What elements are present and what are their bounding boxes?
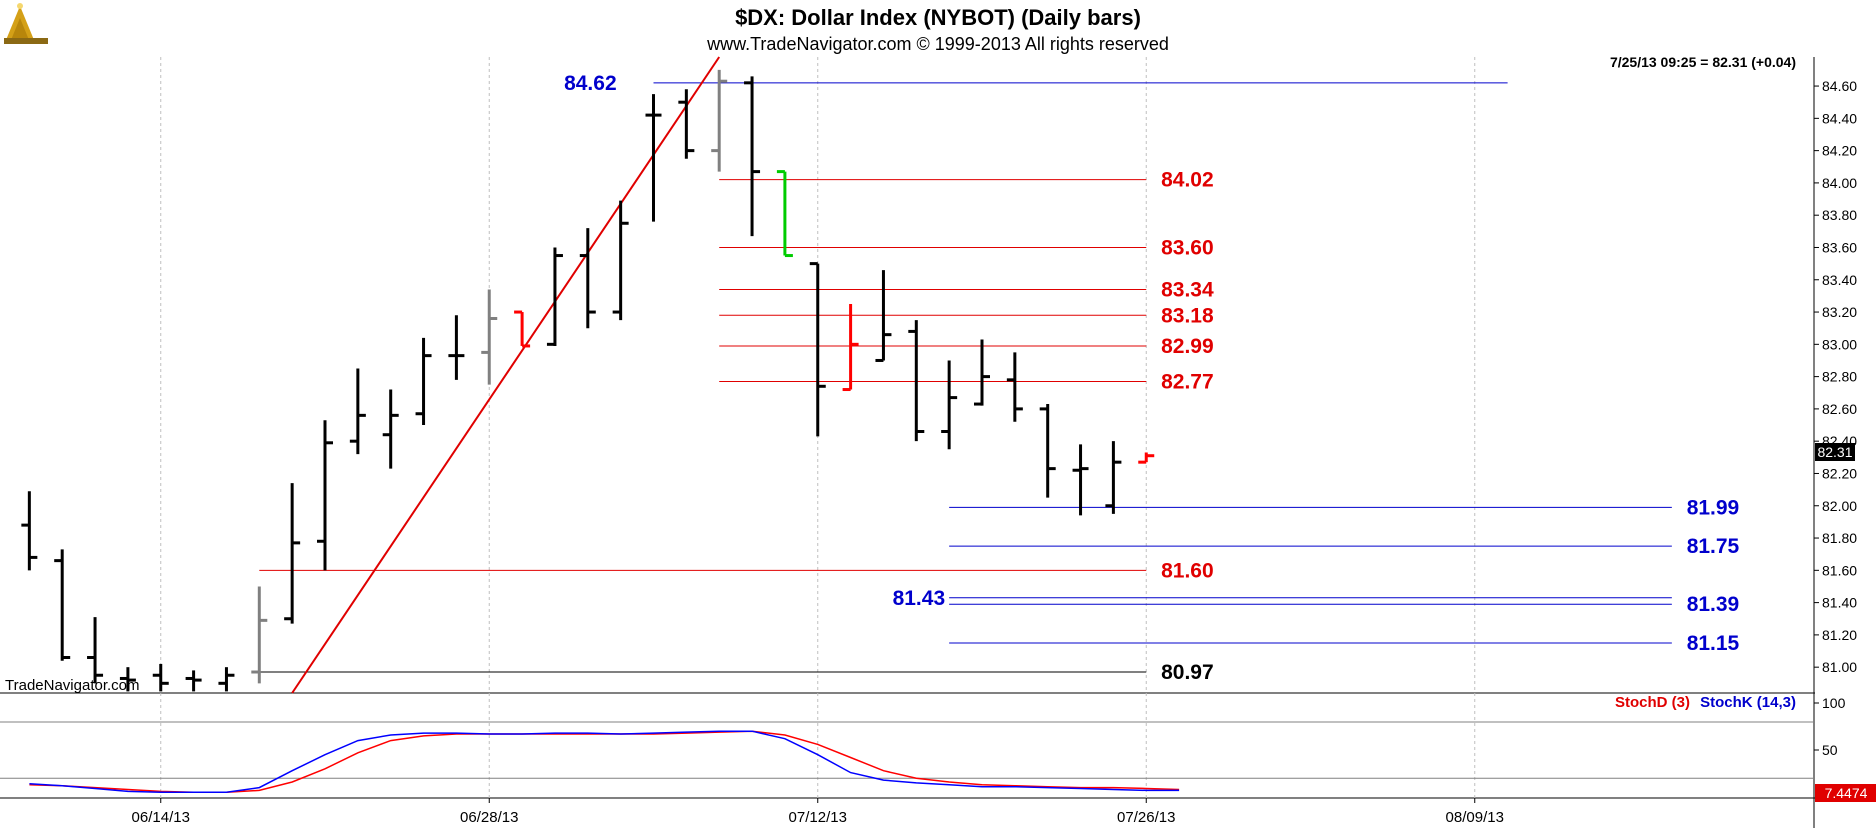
level-label: 82.99 xyxy=(1161,335,1214,358)
ohlc-bar xyxy=(349,368,366,455)
trendline xyxy=(291,56,721,694)
level-label: 83.60 xyxy=(1161,236,1214,259)
date-tick-label: 08/09/13 xyxy=(1446,809,1504,826)
price-tick-label: 82.80 xyxy=(1822,369,1857,385)
stoch-current-label: 7.4474 xyxy=(1825,785,1868,801)
price-tick-label: 83.60 xyxy=(1822,239,1857,255)
date-tick-label: 06/14/13 xyxy=(132,809,190,826)
ohlc-bar xyxy=(1138,452,1155,464)
level-label: 81.75 xyxy=(1687,535,1740,558)
date-axis: 06/14/13 06/28/13 07/12/13 07/26/13 08/09/13 xyxy=(132,798,1504,826)
price-tick-label: 83.40 xyxy=(1822,272,1857,288)
ohlc-bar xyxy=(1105,441,1122,514)
price-tick-label: 84.00 xyxy=(1822,175,1857,191)
ohlc-bar xyxy=(842,303,859,392)
stoch-tick-label: 100 xyxy=(1822,695,1846,711)
price-tick-label: 81.00 xyxy=(1822,659,1857,675)
price-tick-label: 81.60 xyxy=(1822,562,1857,578)
stoch-tick-label: 50 xyxy=(1822,742,1838,758)
ohlc-bar xyxy=(546,247,563,346)
ohlc-bar xyxy=(152,663,169,692)
price-tick-label: 83.20 xyxy=(1822,304,1857,320)
stoch-d-legend: StochD (3) xyxy=(1615,694,1690,711)
price-tick-label: 81.80 xyxy=(1822,530,1857,546)
price-tick-label: 81.40 xyxy=(1822,595,1857,611)
level-label: 83.34 xyxy=(1161,278,1214,301)
price-tick-label: 84.20 xyxy=(1822,143,1857,159)
stoch-k-legend: StochK (14,3) xyxy=(1700,694,1796,711)
ohlc-bar xyxy=(87,617,104,684)
ohlc-bar xyxy=(514,310,531,348)
stoch-d-line xyxy=(29,730,1180,794)
level-label: 81.15 xyxy=(1687,632,1740,655)
date-tick-label: 06/28/13 xyxy=(460,809,518,826)
ohlc-bar xyxy=(21,491,38,571)
ohlc-bar xyxy=(317,420,333,571)
price-tick-label: 81.20 xyxy=(1822,627,1857,643)
ohlc-bar xyxy=(415,337,432,426)
level-label: 83.18 xyxy=(1161,304,1214,327)
ohlc-bar xyxy=(185,670,202,692)
stoch-current-marker: 7.4474 xyxy=(1815,784,1876,802)
level-label: 81.39 xyxy=(1687,593,1740,616)
level-label: 84.02 xyxy=(1161,169,1214,192)
level-label: 81.60 xyxy=(1161,559,1214,582)
price-tick-label: 83.80 xyxy=(1822,207,1857,223)
ohlc-bar xyxy=(1072,444,1089,516)
ohlc-bar xyxy=(54,549,71,661)
level-label: 80.97 xyxy=(1161,661,1214,684)
ohlc-bar xyxy=(776,170,793,258)
last-quote: 7/25/13 09:25 = 82.31 (+0.04) xyxy=(1610,54,1796,70)
ohlc-bar xyxy=(1006,352,1023,422)
chart-title: $DX: Dollar Index (NYBOT) (Daily bars) xyxy=(735,5,1141,30)
ohlc-bar xyxy=(218,667,235,692)
ohlc-bar xyxy=(284,483,301,624)
price-tick-label: 84.60 xyxy=(1822,78,1857,94)
price-bars xyxy=(21,69,1155,692)
price-tick-label: 82.60 xyxy=(1822,401,1857,417)
price-levels: 84.62 84.02 83.60 83.34 83.18 82.99 82.77 81.99… xyxy=(259,72,1740,684)
ohlc-bar xyxy=(908,320,925,442)
level-label: 81.43 xyxy=(893,587,946,610)
date-tick-label: 07/26/13 xyxy=(1117,809,1175,826)
ohlc-bar xyxy=(875,270,892,362)
ohlc-bar xyxy=(711,69,728,172)
ohlc-bar xyxy=(481,289,498,385)
price-panel-frame xyxy=(0,57,1815,828)
stoch-k-line xyxy=(29,730,1180,794)
ohlc-bar xyxy=(1039,404,1056,498)
date-tick-label: 07/12/13 xyxy=(789,809,847,826)
price-tick-label: 83.00 xyxy=(1822,336,1857,352)
price-tick-label: 82.00 xyxy=(1822,498,1857,514)
price-tick-label: 82.20 xyxy=(1822,465,1857,481)
price-tick-label: 84.40 xyxy=(1822,110,1857,126)
current-price-label: 82.31 xyxy=(1817,444,1852,460)
ohlc-bar xyxy=(809,262,826,437)
logo-icon xyxy=(4,3,48,44)
ohlc-bar xyxy=(612,200,629,321)
ohlc-bar xyxy=(645,94,662,222)
watermark: TradeNavigator.com xyxy=(5,677,140,694)
ohlc-bar xyxy=(974,339,990,406)
ohlc-bar xyxy=(579,228,596,329)
current-price-marker: 82.31 xyxy=(1815,443,1855,461)
level-label: 81.99 xyxy=(1687,496,1740,519)
stochastic-lines xyxy=(29,730,1180,794)
trendline-segment xyxy=(291,56,721,694)
stochastic-grid: 100 50 xyxy=(0,695,1846,779)
chart-subtitle: www.TradeNavigator.com © 1999-2013 All r… xyxy=(706,34,1169,54)
price-axis: 81.0081.2081.4081.6081.8082.0082.2082.40… xyxy=(1814,78,1857,675)
ohlc-bar xyxy=(251,586,268,684)
ohlc-bar xyxy=(382,389,399,469)
ohlc-bar xyxy=(678,89,695,159)
ohlc-bar xyxy=(119,667,136,692)
ohlc-bar xyxy=(744,76,761,237)
ohlc-bar xyxy=(448,315,465,380)
level-label: 84.62 xyxy=(564,72,617,95)
ohlc-bar xyxy=(941,360,958,450)
level-label: 82.77 xyxy=(1161,370,1214,393)
